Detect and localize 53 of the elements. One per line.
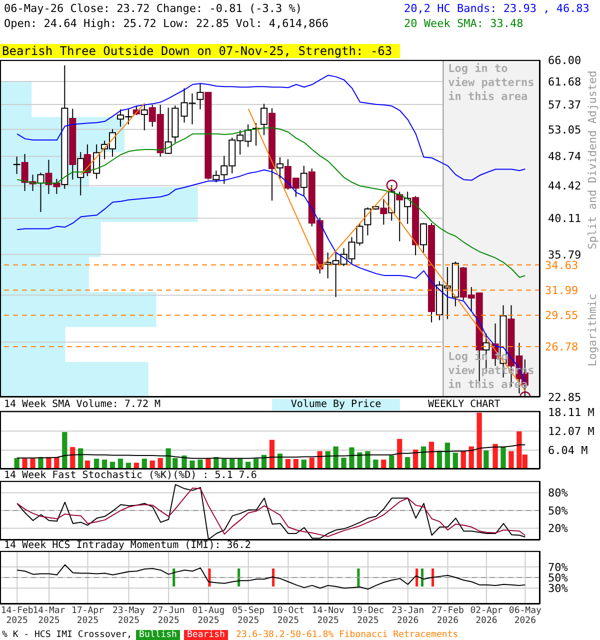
text: Logarithmic bbox=[586, 294, 599, 366]
chart-subtitle: Open: 24.64 High: 25.72 Low: 22.85 Vol: 4,614,866 bbox=[4, 17, 329, 30]
x-tick-label: 23-May 2025 bbox=[112, 606, 146, 626]
y-tick-label: 66.00 bbox=[548, 54, 582, 67]
x-tick-label: 19-Dec 2025 bbox=[352, 606, 384, 626]
x-tick-label: 01-Aug 2025 bbox=[192, 606, 225, 626]
ref-line-label: 26.78 bbox=[545, 340, 578, 354]
y-tick-label: 70% bbox=[548, 560, 568, 574]
text: WEEKLY CHART bbox=[428, 399, 500, 411]
y-tick-label: 48.74 bbox=[548, 150, 582, 164]
ref-line-label: 31.99 bbox=[545, 284, 578, 298]
y-tick-label: 22.85 bbox=[548, 390, 582, 404]
x-tick-label: 14-Nov 2025 bbox=[312, 606, 344, 626]
x-tick-label: 14-Feb 2025 bbox=[0, 606, 34, 626]
annotation: Log in to view patterns in this area bbox=[448, 62, 536, 104]
y-tick-label: 18.11 M bbox=[548, 406, 595, 420]
y-tick-label: 80% bbox=[548, 486, 568, 500]
chart-title: 14 Week SMA Volume: 7.72 M bbox=[3, 399, 161, 411]
text: Bearish bbox=[184, 630, 228, 640]
x-tick-label: 23-Jan 2026 bbox=[392, 606, 424, 626]
y-tick-label: 44.42 bbox=[548, 180, 582, 193]
y-tick-label: 30% bbox=[548, 582, 568, 596]
text: Bearish Three Outside Down on 07-Nov-25, Strength: -63 bbox=[0, 44, 400, 58]
y-tick-label: 35.79 bbox=[548, 248, 582, 262]
y-tick-label: 50% bbox=[548, 504, 568, 518]
y-tick-label: 50% bbox=[548, 571, 568, 584]
y-tick-label: 40.11 bbox=[548, 212, 582, 226]
text: Bullish bbox=[136, 630, 180, 640]
ref-line-label: 34.63 bbox=[545, 258, 578, 272]
x-tick-label: 27-Feb 2026 bbox=[431, 606, 464, 626]
x-tick-label: 10-Oct 2025 bbox=[272, 606, 304, 626]
chart-title: 14 Week Fast Stochastic (%K)(%D) : 5.1 7.6 bbox=[4, 470, 257, 482]
ref-line-label: 29.55 bbox=[545, 309, 578, 322]
y-tick-label: 20% bbox=[548, 522, 568, 536]
y-tick-label: 53.05 bbox=[548, 123, 582, 136]
chart-title: 06-May-26 Close: 23.72 Change: -0.81 (-3.3 %) bbox=[4, 2, 302, 15]
y-tick-label: 57.37 bbox=[548, 98, 582, 112]
x-tick-label: 06-May 2026 bbox=[508, 606, 542, 626]
y-tick-label: 6.04 M bbox=[548, 444, 588, 457]
text: 20 Week SMA: 33.48 bbox=[404, 17, 524, 30]
y-tick-label: 12.07 M bbox=[548, 425, 595, 438]
text: 23.6-38.2-50-61.8% Fibonacci Retracements bbox=[236, 630, 458, 640]
text: Volume By Price bbox=[272, 399, 400, 411]
x-tick-label: 02-Apr 2026 bbox=[470, 606, 504, 626]
x-tick-label: 27-Jun 2025 bbox=[152, 606, 185, 626]
x-tick-label: 05-Sep 2025 bbox=[232, 606, 265, 626]
y-axis-title: Split and Dividend Adjusted bbox=[586, 70, 599, 250]
legend-title: % K - HCS IMI Crossover, bbox=[2, 630, 132, 640]
x-tick-label: 17-Apr 2025 bbox=[71, 606, 105, 626]
x-tick-label: 14-Mar 2025 bbox=[32, 606, 66, 626]
chart-title: 14 Week HCS Intraday Momentum (IMI): 36.2 bbox=[4, 540, 251, 552]
text: 20,2 HC Bands: 23.93 , 46.83 bbox=[404, 2, 590, 15]
y-tick-label: 61.68 bbox=[548, 75, 582, 88]
